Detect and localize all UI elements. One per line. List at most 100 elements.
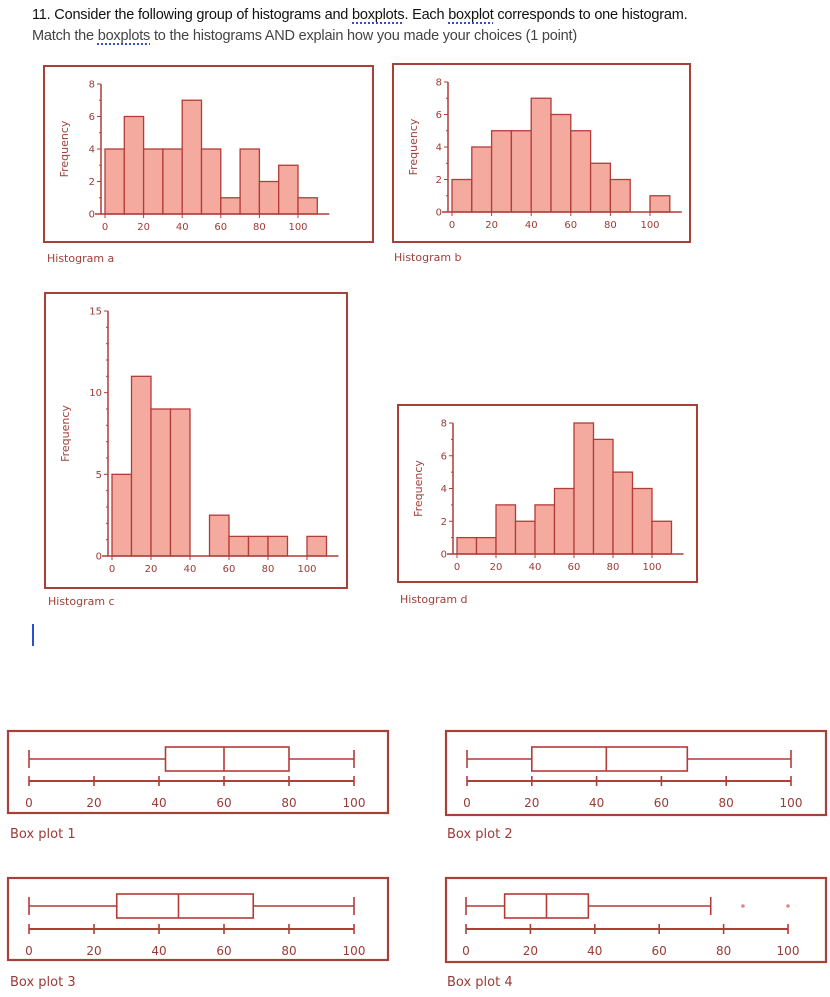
histogram-bar: [475, 536, 497, 555]
y-tick-label: 4: [441, 484, 447, 495]
histogram-bar: [631, 487, 653, 555]
x-tick-label: 20: [86, 944, 101, 958]
y-tick-label: 2: [436, 175, 442, 186]
spellcheck-word[interactable]: boxplots: [352, 7, 405, 23]
x-tick-label: 20: [524, 796, 539, 810]
x-tick-label: 80: [253, 222, 266, 233]
x-tick-label: 0: [109, 564, 115, 575]
question-text: corresponds to one histogram.: [493, 7, 688, 23]
histogram-bar: [297, 197, 318, 215]
spellcheck-word[interactable]: boxplot: [448, 7, 494, 23]
histogram-bar: [278, 164, 299, 215]
x-tick-label: 100: [288, 222, 307, 233]
histogram-bar: [649, 195, 671, 213]
histogram-bar: [220, 197, 241, 215]
y-tick-label: 8: [89, 80, 95, 91]
histogram-c: 0 5 10 15 0 20 40 60 80 100 Frequency Histogram c: [44, 292, 348, 608]
x-tick-label: 100: [780, 796, 803, 810]
y-tick-label: 0: [441, 550, 447, 561]
histogram-bar: [495, 504, 517, 555]
y-tick-label: 8: [441, 419, 447, 430]
chart-frame: [392, 63, 691, 243]
y-axis-label: Frequency: [412, 460, 425, 517]
text-cursor: [32, 624, 34, 646]
chart-frame: [44, 292, 348, 589]
histogram-bar: [609, 178, 631, 213]
x-tick-label: 0: [463, 796, 471, 810]
histogram-bar: [651, 520, 673, 555]
x-tick-label: 100: [343, 944, 366, 958]
x-tick-label: 80: [262, 564, 275, 575]
x-tick-label: 40: [525, 220, 538, 231]
y-axis-label: Frequency: [58, 120, 71, 177]
x-tick-label: 60: [214, 222, 227, 233]
y-tick-label: 6: [441, 451, 447, 462]
chart-frame: [6, 729, 390, 815]
x-tick-label: 0: [462, 944, 470, 958]
x-tick-label: 60: [216, 944, 231, 958]
histogram-bar: [550, 113, 572, 213]
x-tick-label: 80: [281, 796, 296, 810]
histogram-bar: [510, 130, 532, 213]
y-tick-label: 4: [436, 143, 442, 154]
histogram-bar: [553, 487, 575, 555]
question-line-1: 11. Consider the following group of hist…: [32, 4, 688, 26]
y-tick-label: 0: [89, 210, 95, 221]
chart-frame: [444, 876, 828, 964]
x-tick-label: 20: [485, 220, 498, 231]
histogram-bar: [104, 148, 125, 215]
x-tick-label: 40: [151, 944, 166, 958]
x-tick-label: 60: [216, 796, 231, 810]
x-tick-label: 40: [176, 222, 189, 233]
y-tick-label: 6: [89, 112, 95, 123]
x-tick-label: 60: [652, 944, 667, 958]
x-tick-label: 40: [184, 564, 197, 575]
histogram-bar: [123, 115, 145, 215]
y-tick-label: 4: [89, 145, 95, 156]
histogram-bar: [592, 438, 614, 555]
iqr-box: [115, 893, 255, 919]
histogram-bar: [451, 178, 473, 213]
x-tick-label: 100: [642, 562, 661, 573]
y-tick-label: 0: [436, 208, 442, 219]
boxplot-bp2: 0 20 40 60 80 100 Box plot 2: [444, 729, 828, 842]
histogram-bar: [573, 422, 595, 555]
chart-frame: [397, 404, 698, 583]
histogram-bar: [130, 375, 152, 557]
y-tick-label: 5: [96, 470, 102, 481]
histogram-bar: [228, 535, 250, 557]
histogram-caption: Histogram a: [47, 252, 114, 265]
x-tick-label: 40: [151, 796, 166, 810]
x-tick-label: 80: [607, 562, 620, 573]
x-tick-label: 80: [716, 944, 731, 958]
x-tick-label: 0: [449, 220, 455, 231]
y-tick-label: 2: [441, 517, 447, 528]
x-tick-label: 0: [102, 222, 108, 233]
chart-frame: [444, 729, 828, 817]
y-tick-label: 8: [436, 78, 442, 89]
histogram-bar: [181, 99, 203, 215]
x-tick-label: 60: [564, 220, 577, 231]
iqr-box: [164, 746, 290, 772]
histogram-bar: [142, 148, 164, 215]
chart-frame: [6, 876, 390, 962]
boxplot-bp1: 0 20 40 60 80 100 Box plot 1: [6, 729, 390, 842]
y-tick-label: 6: [436, 110, 442, 121]
x-tick-label: 100: [640, 220, 659, 231]
x-tick-label: 20: [523, 944, 538, 958]
question-text: 11. Consider the following group of hist…: [32, 7, 353, 23]
histogram-bar: [200, 148, 222, 215]
question-text: Match the: [32, 28, 98, 44]
histogram-bar: [258, 180, 280, 215]
spellcheck-word[interactable]: boxplots: [97, 28, 151, 44]
x-tick-label: 60: [223, 564, 236, 575]
boxplot-caption: Box plot 2: [447, 827, 513, 842]
x-tick-label: 80: [281, 944, 296, 958]
y-tick-label: 0: [96, 552, 102, 563]
histogram-bar: [208, 514, 230, 557]
histogram-bar: [267, 535, 289, 557]
question-text: . Each: [404, 7, 449, 23]
x-tick-label: 60: [568, 562, 581, 573]
x-tick-label: 20: [86, 796, 101, 810]
